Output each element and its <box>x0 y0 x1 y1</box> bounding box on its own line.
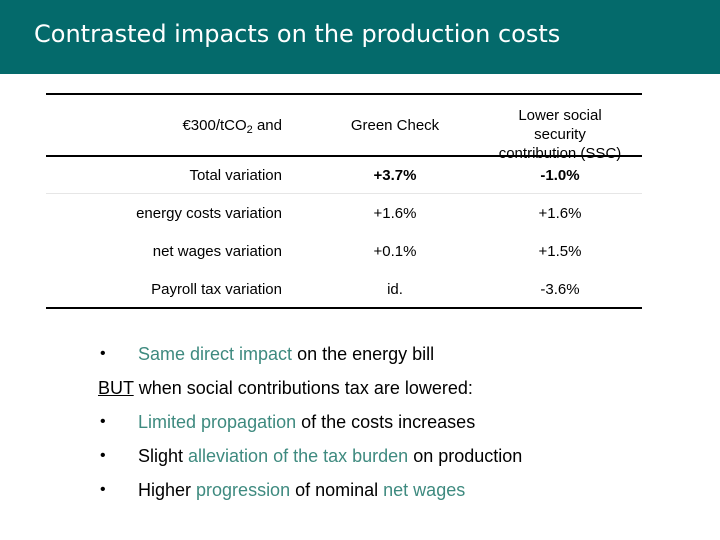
header-ssc: Lower social security contribution (SSC) <box>498 107 622 162</box>
cell-energy-ssc: +1.6% <box>538 205 582 222</box>
but-line: BUT when social contributions tax are lo… <box>98 378 473 398</box>
row-label-payroll: Payroll tax variation <box>151 281 282 298</box>
bullet-same-direct-impact: Same direct impact on the energy bill <box>138 344 435 364</box>
row-label-total: Total variation <box>189 167 282 184</box>
bullet-slight-alleviation: Slight alleviation of the tax burden on … <box>138 446 523 466</box>
row-label-net-wages: net wages variation <box>152 243 282 260</box>
bullet-dot: • <box>100 447 106 464</box>
cell-total-green-check: +3.7% <box>373 167 417 184</box>
cell-net-wages-green-check: +0.1% <box>373 243 417 260</box>
table-top-rule <box>46 93 642 95</box>
bullet-higher-progression: Higher progression of nominal net wages <box>138 480 466 500</box>
header-col1: €300/tCO2 and <box>182 117 282 136</box>
table-bottom-rule <box>46 307 642 309</box>
header-green-check: Green Check <box>350 117 440 134</box>
cell-payroll-green-check: id. <box>387 281 403 298</box>
bullet-dot: • <box>100 413 106 430</box>
row-separator <box>46 193 642 194</box>
bullet-limited-propagation: Limited propagation of the costs increas… <box>138 412 476 432</box>
cell-energy-green-check: +1.6% <box>373 205 417 222</box>
title-bar: Contrasted impacts on the production cos… <box>0 0 720 74</box>
cell-total-ssc: -1.0% <box>540 167 580 184</box>
bullet-dot: • <box>100 481 106 498</box>
table-header-rule <box>46 155 642 157</box>
cell-payroll-ssc: -3.6% <box>540 281 580 298</box>
cell-net-wages-ssc: +1.5% <box>538 243 582 260</box>
row-label-energy: energy costs variation <box>136 205 282 222</box>
slide-title: Contrasted impacts on the production cos… <box>34 20 561 48</box>
bullet-dot: • <box>100 345 106 362</box>
